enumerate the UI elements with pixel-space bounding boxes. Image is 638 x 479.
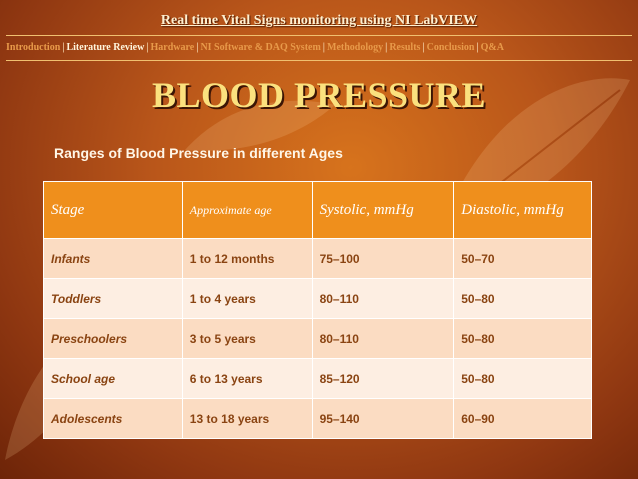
cell-diastolic: 50–80 <box>453 358 592 399</box>
nav-methodology[interactable]: Methodology <box>327 42 384 53</box>
nav-conclusion[interactable]: Conclusion <box>426 42 475 53</box>
nav-separator: | <box>422 42 425 53</box>
cell-diastolic: 50–80 <box>453 278 592 319</box>
table-caption: Ranges of Blood Pressure in different Ag… <box>54 145 343 161</box>
title-divider <box>6 35 632 36</box>
cell-diastolic: 50–80 <box>453 318 592 359</box>
header-systolic: Systolic, mmHg <box>311 181 455 239</box>
table-row: Preschoolers 3 to 5 years 80–110 50–80 <box>43 318 592 359</box>
nav-introduction[interactable]: Introduction <box>6 42 61 53</box>
slide-navigation: Introduction | Literature Review | Hardware |… <box>6 42 636 53</box>
cell-diastolic: 50–70 <box>453 238 592 279</box>
nav-separator: | <box>322 42 325 53</box>
header-diastolic: Diastolic, mmHg <box>453 181 592 239</box>
cell-age: 3 to 5 years <box>181 318 313 359</box>
nav-qa[interactable]: Q&A <box>480 42 504 53</box>
cell-systolic: 85–120 <box>311 358 455 399</box>
table-row: School age 6 to 13 years 85–120 50–80 <box>43 358 592 399</box>
nav-separator: | <box>196 42 199 53</box>
table-row: Toddlers 1 to 4 years 80–110 50–80 <box>43 278 592 319</box>
cell-age: 6 to 13 years <box>181 358 313 399</box>
nav-separator: | <box>385 42 388 53</box>
nav-literature-review[interactable]: Literature Review <box>66 42 145 53</box>
cell-stage: School age <box>43 358 183 399</box>
cell-stage: Infants <box>43 238 183 279</box>
nav-hardware[interactable]: Hardware <box>150 42 195 53</box>
nav-separator: | <box>146 42 149 53</box>
cell-stage: Toddlers <box>43 278 183 319</box>
cell-systolic: 80–110 <box>311 278 455 319</box>
cell-systolic: 75–100 <box>311 238 455 279</box>
nav-divider <box>6 60 632 61</box>
header-approximate-age: Approximate age <box>181 181 313 239</box>
page-title: BLOOD PRESSURE <box>151 75 487 115</box>
header-stage: Stage <box>43 181 183 239</box>
cell-age: 1 to 12 months <box>181 238 313 279</box>
cell-systolic: 80–110 <box>311 318 455 359</box>
table-header-row: Stage Approximate age Systolic, mmHg Dia… <box>43 181 592 239</box>
cell-systolic: 95–140 <box>311 398 455 439</box>
table-row: Infants 1 to 12 months 75–100 50–70 <box>43 238 592 279</box>
cell-stage: Preschoolers <box>43 318 183 359</box>
nav-results[interactable]: Results <box>389 42 421 53</box>
cell-age: 13 to 18 years <box>181 398 313 439</box>
nav-separator: | <box>62 42 65 53</box>
nav-separator: | <box>476 42 479 53</box>
cell-diastolic: 60–90 <box>453 398 592 439</box>
nav-ni-software-daq[interactable]: NI Software & DAQ System <box>200 42 321 53</box>
slide-title: Real time Vital Signs monitoring using N… <box>160 13 478 28</box>
blood-pressure-table: Stage Approximate age Systolic, mmHg Dia… <box>43 181 592 439</box>
cell-stage: Adolescents <box>43 398 183 439</box>
table-row: Adolescents 13 to 18 years 95–140 60–90 <box>43 398 592 439</box>
cell-age: 1 to 4 years <box>181 278 313 319</box>
